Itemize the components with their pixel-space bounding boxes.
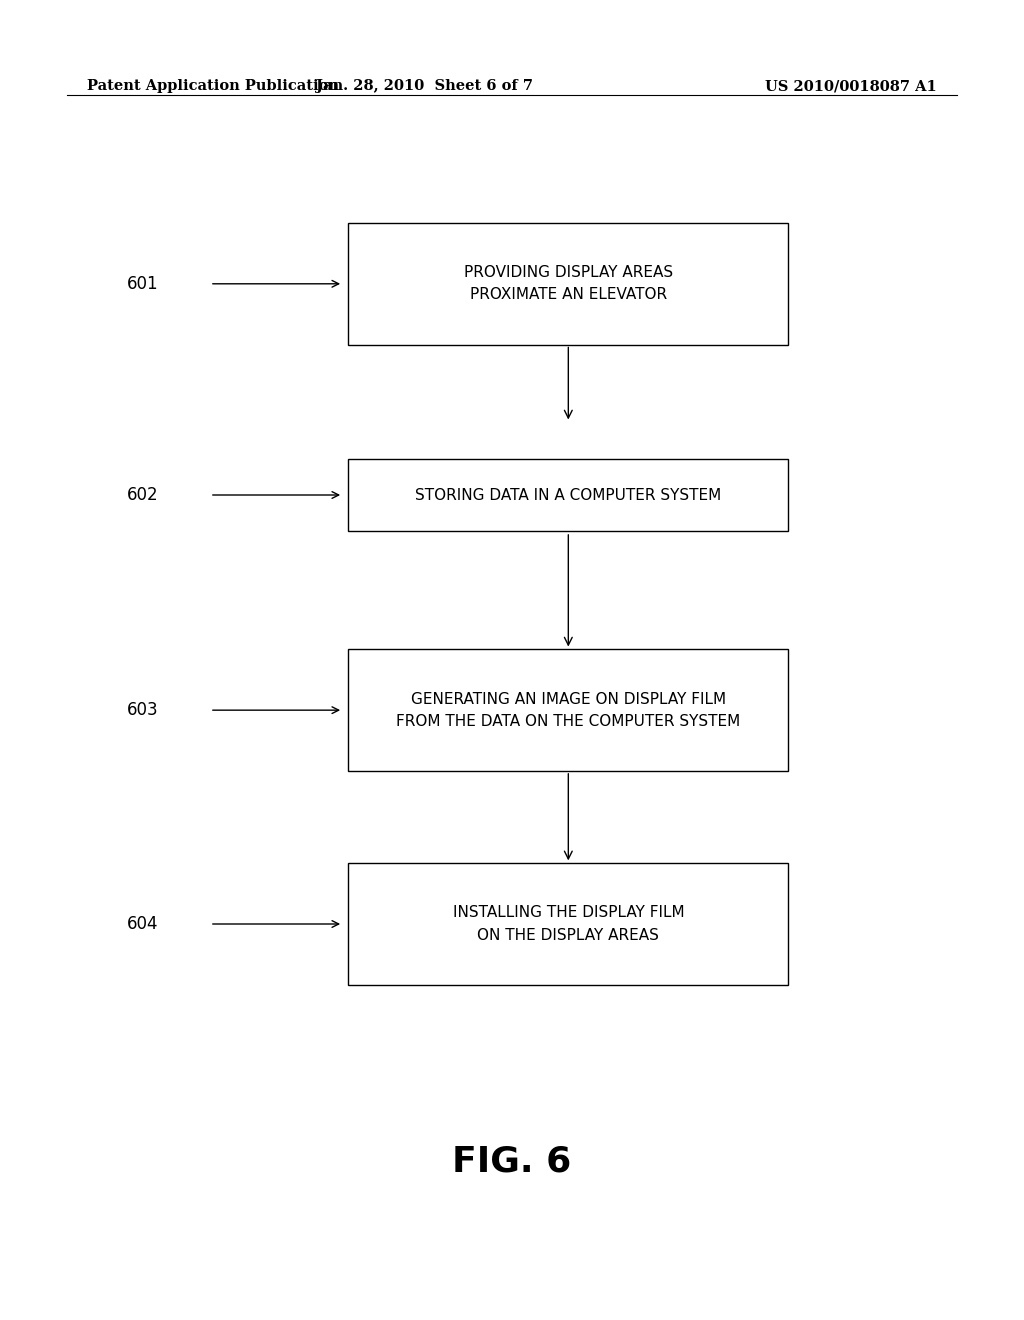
Text: PROVIDING DISPLAY AREAS
PROXIMATE AN ELEVATOR: PROVIDING DISPLAY AREAS PROXIMATE AN ELE… xyxy=(464,265,673,302)
FancyBboxPatch shape xyxy=(348,223,788,345)
Text: Patent Application Publication: Patent Application Publication xyxy=(87,79,339,94)
Text: Jan. 28, 2010  Sheet 6 of 7: Jan. 28, 2010 Sheet 6 of 7 xyxy=(316,79,534,94)
Text: GENERATING AN IMAGE ON DISPLAY FILM
FROM THE DATA ON THE COMPUTER SYSTEM: GENERATING AN IMAGE ON DISPLAY FILM FROM… xyxy=(396,692,740,729)
FancyBboxPatch shape xyxy=(348,863,788,985)
FancyBboxPatch shape xyxy=(348,649,788,771)
Text: INSTALLING THE DISPLAY FILM
ON THE DISPLAY AREAS: INSTALLING THE DISPLAY FILM ON THE DISPL… xyxy=(453,906,684,942)
Text: 601: 601 xyxy=(127,275,159,293)
Text: FIG. 6: FIG. 6 xyxy=(453,1144,571,1179)
Text: US 2010/0018087 A1: US 2010/0018087 A1 xyxy=(765,79,937,94)
Text: 602: 602 xyxy=(127,486,159,504)
Text: 604: 604 xyxy=(127,915,159,933)
Text: STORING DATA IN A COMPUTER SYSTEM: STORING DATA IN A COMPUTER SYSTEM xyxy=(415,487,722,503)
FancyBboxPatch shape xyxy=(348,458,788,531)
Text: 603: 603 xyxy=(127,701,159,719)
